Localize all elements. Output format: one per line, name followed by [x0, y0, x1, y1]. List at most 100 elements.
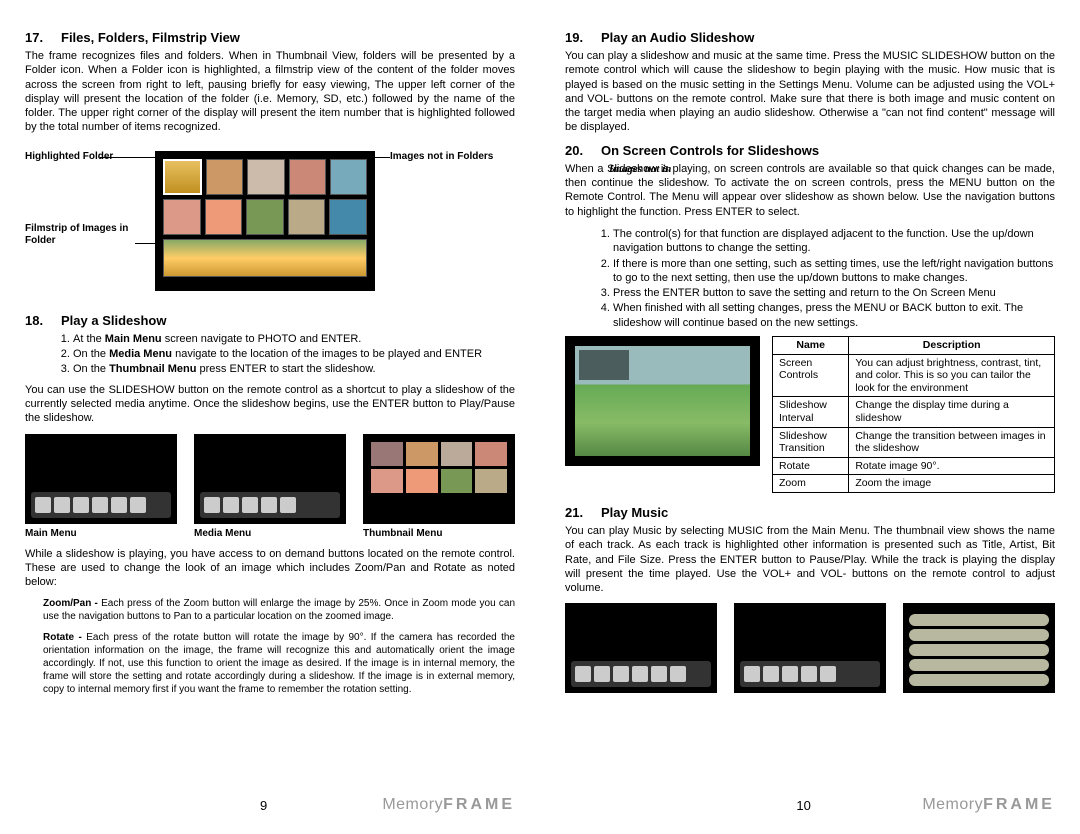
sec20-step1: The control(s) for that function are dis… [613, 227, 1055, 256]
thumbnail-screen [155, 151, 375, 291]
section-18: 18.Play a Slideshow At the Main Menu scr… [25, 313, 515, 697]
footer-left: 9 MemoryFRAME [25, 786, 515, 814]
mu1-1 [575, 666, 591, 682]
filmstrip-diagram: Highlighted Folder Filmstrip of Images i… [25, 143, 515, 303]
th-desc: Description [849, 337, 1055, 355]
sec18-step1: At the Main Menu screen navigate to PHOT… [73, 332, 515, 346]
step2-bold: Media Menu [109, 348, 172, 360]
thumb-1 [206, 159, 243, 195]
logo-mem-l: Memory [382, 796, 443, 813]
mi-2 [54, 497, 70, 513]
zoompan-head: Zoom/Pan - [43, 598, 101, 609]
mi-5 [111, 497, 127, 513]
mu2-1 [744, 666, 760, 682]
r1c1: Change the display time during a slidesh… [849, 397, 1055, 427]
mm-4 [261, 497, 277, 513]
sec20-step3: Press the ENTER button to save the setti… [613, 286, 1055, 300]
mt-1 [371, 442, 403, 466]
music-screen-2 [734, 603, 886, 693]
mt-4 [475, 442, 507, 466]
music-list [903, 603, 1055, 686]
r0c1: You can adjust brightness, contrast, tin… [849, 354, 1055, 397]
sec18-rotate: Rotate - Each press of the rotate button… [43, 631, 515, 696]
line-2 [135, 243, 155, 244]
mlr-2 [909, 629, 1049, 641]
footer-right: 10 MemoryFRAME [565, 786, 1055, 814]
logo-right: MemoryFRAME [922, 796, 1055, 814]
page-num-right: 10 [796, 798, 810, 813]
rotate-body: Each press of the rotate button will rot… [43, 632, 515, 695]
thumb-5 [163, 199, 201, 235]
r2c1: Change the transition between images in … [849, 427, 1055, 457]
table-row: Slideshow IntervalChange the display tim… [773, 397, 1055, 427]
mt-7 [441, 469, 473, 493]
sec18-para1: You can use the SLIDESHOW button on the … [25, 383, 515, 426]
thumb-row-2 [163, 199, 367, 235]
mu2-2 [763, 666, 779, 682]
logo-frame-r: FRAME [983, 796, 1055, 813]
mt-5 [371, 469, 403, 493]
label-main-menu: Main Menu [25, 528, 177, 539]
mm-1 [204, 497, 220, 513]
mi-3 [73, 497, 89, 513]
label-not-in-folders: Images not in Folders [390, 151, 500, 163]
mi-1 [35, 497, 51, 513]
sec18-steps: At the Main Menu screen navigate to PHOT… [73, 332, 515, 377]
mu1-3 [613, 666, 629, 682]
screen-labels-row: Main Menu Media Menu Thumbnail Menu [25, 528, 515, 539]
sec18-step3: On the Thumbnail Menu press ENTER to sta… [73, 362, 515, 376]
controls-row: Name Description Screen ControlsYou can … [565, 336, 1055, 493]
section-17: 17.Files, Folders, Filmstrip View The fr… [25, 30, 515, 303]
sec17-num: 17. [25, 30, 61, 45]
label-thumbnail-menu: Thumbnail Menu [363, 528, 515, 539]
label-filmstrip: Filmstrip of Images in Folder [25, 223, 140, 247]
section-20: 20.On Screen Controls for Slideshows Ima… [565, 143, 1055, 493]
sec17-title: Files, Folders, Filmstrip View [61, 30, 240, 45]
sec19-title: Play an Audio Slideshow [601, 30, 754, 45]
sec20-step2: If there is more than one setting, such … [613, 257, 1055, 286]
sec21-title: Play Music [601, 505, 668, 520]
page-right: 19.Play an Audio Slideshow You can play … [540, 0, 1080, 834]
music-bar-2 [740, 661, 880, 687]
thumb-7 [246, 199, 284, 235]
mu2-5 [820, 666, 836, 682]
sec20-title: On Screen Controls for Slideshows [601, 143, 819, 158]
section-21: 21.Play Music You can play Music by sele… [565, 505, 1055, 693]
music-screen-3 [903, 603, 1055, 693]
mlr-5 [909, 674, 1049, 686]
r4c0: Zoom [773, 475, 849, 493]
mm-3 [242, 497, 258, 513]
golf-image [575, 346, 750, 456]
golf-overlay [579, 350, 629, 380]
mt-8 [475, 469, 507, 493]
sec18-step2: On the Media Menu navigate to the locati… [73, 347, 515, 361]
thumb-6 [205, 199, 243, 235]
sec20-step4: When finished with all setting changes, … [613, 301, 1055, 330]
thumb-3 [289, 159, 326, 195]
mm-5 [280, 497, 296, 513]
thumbnail-menu-screen [363, 434, 515, 524]
logo-left: MemoryFRAME [382, 796, 515, 814]
r3c1: Rotate image 90°. [849, 457, 1055, 475]
mi-6 [130, 497, 146, 513]
thumbnail-grid [371, 442, 507, 493]
step3-bold: Thumbnail Menu [109, 363, 196, 375]
page-num-left: 9 [260, 798, 267, 813]
overlap-images-not-in: Images not in [609, 163, 671, 175]
sec18-num: 18. [25, 313, 61, 328]
menu-screenshots [25, 434, 515, 524]
filmstrip-row [163, 239, 367, 277]
sec17-body: The frame recognizes files and folders. … [25, 49, 515, 135]
sec18-para2: While a slideshow is playing, you have a… [25, 547, 515, 590]
line-1 [100, 157, 155, 158]
thumb-2 [247, 159, 284, 195]
sec18-zoompan: Zoom/Pan - Each press of the Zoom button… [43, 597, 515, 623]
section-20-header: 20.On Screen Controls for Slideshows [565, 143, 1055, 158]
thumb-4 [330, 159, 367, 195]
table-row: Screen ControlsYou can adjust brightness… [773, 354, 1055, 397]
sec21-body: You can play Music by selecting MUSIC fr… [565, 524, 1055, 595]
page-left: 17.Files, Folders, Filmstrip View The fr… [0, 0, 540, 834]
label-media-menu: Media Menu [194, 528, 346, 539]
sec19-num: 19. [565, 30, 601, 45]
r3c0: Rotate [773, 457, 849, 475]
